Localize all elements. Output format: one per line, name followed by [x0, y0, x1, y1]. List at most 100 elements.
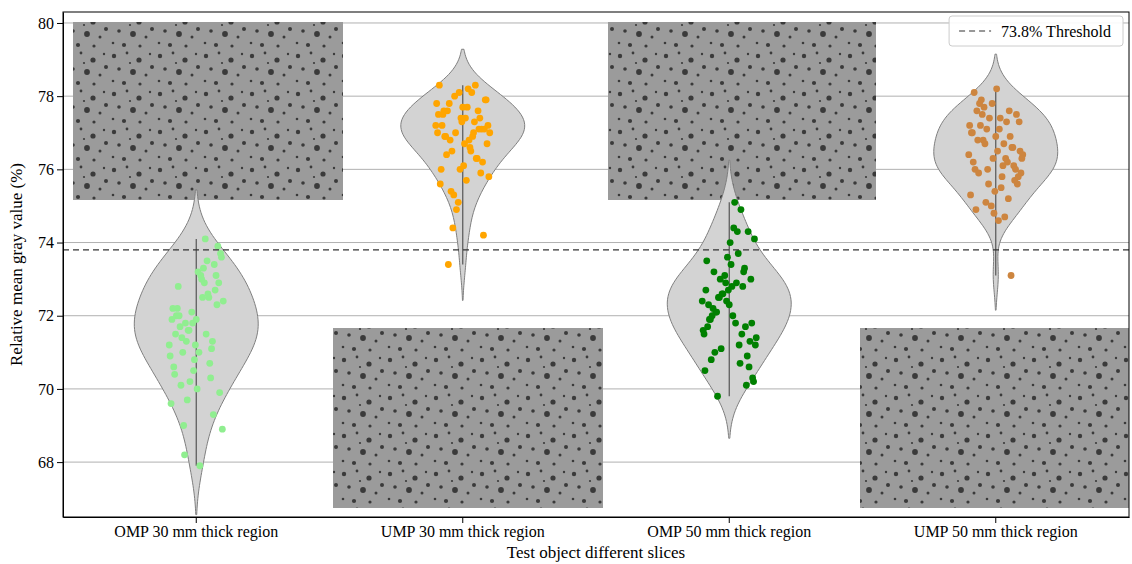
- point: [729, 283, 736, 290]
- point: [737, 360, 744, 367]
- x-tick-label: OMP 50 mm thick region: [647, 523, 811, 541]
- y-tick-label: 80: [38, 15, 54, 32]
- point: [986, 115, 993, 122]
- x-tick-label: UMP 50 mm thick region: [914, 523, 1078, 541]
- y-tick-mark: [57, 243, 63, 244]
- x-tick: UMP 30 mm thick region: [381, 517, 545, 541]
- point: [194, 386, 201, 393]
- point: [205, 294, 212, 301]
- point: [1015, 173, 1022, 180]
- point: [432, 122, 439, 129]
- point: [724, 254, 731, 261]
- point: [206, 360, 213, 367]
- point: [434, 129, 441, 136]
- point: [731, 199, 738, 206]
- point: [445, 261, 452, 268]
- point: [167, 353, 174, 360]
- point: [184, 396, 191, 403]
- point: [473, 155, 480, 162]
- point: [476, 126, 483, 133]
- y-tick: 74: [38, 234, 63, 251]
- micrograph: [860, 328, 1129, 508]
- point: [747, 276, 754, 283]
- violin-range: [995, 89, 996, 276]
- point: [213, 272, 220, 279]
- point: [989, 100, 996, 107]
- legend: 73.8% Threshold: [949, 16, 1123, 46]
- y-tick-mark: [57, 462, 63, 463]
- point: [191, 356, 198, 363]
- point: [1008, 272, 1015, 279]
- point: [977, 122, 984, 129]
- point: [738, 206, 745, 213]
- point: [729, 312, 736, 319]
- point: [180, 422, 187, 429]
- point: [709, 312, 716, 319]
- x-axis-title: Test object different slices: [507, 543, 685, 562]
- point: [978, 96, 985, 103]
- point: [965, 151, 972, 158]
- point: [168, 400, 175, 407]
- point: [743, 382, 750, 389]
- point: [450, 192, 457, 199]
- point: [718, 345, 725, 352]
- point: [455, 199, 462, 206]
- point: [441, 133, 448, 140]
- point: [433, 100, 440, 107]
- point: [751, 235, 758, 242]
- point: [970, 159, 977, 166]
- point: [1001, 214, 1008, 221]
- point: [193, 316, 200, 323]
- point: [717, 276, 724, 283]
- point: [482, 96, 489, 103]
- point: [219, 426, 226, 433]
- point: [1009, 144, 1016, 151]
- point: [187, 378, 194, 385]
- point: [462, 115, 469, 122]
- point: [750, 378, 757, 385]
- y-tick-mark: [57, 389, 63, 390]
- point: [984, 166, 991, 173]
- point: [216, 389, 223, 396]
- point: [746, 364, 753, 371]
- x-tick: OMP 30 mm thick region: [114, 517, 278, 541]
- violin: [667, 160, 791, 438]
- point: [485, 173, 492, 180]
- chart: 68707274767880OMP 30 mm thick regionUMP …: [0, 0, 1132, 564]
- point: [175, 283, 182, 290]
- x-tick-mark: [196, 517, 197, 523]
- point: [745, 228, 752, 235]
- point: [999, 173, 1006, 180]
- plot-frame: [63, 12, 1129, 517]
- point: [210, 411, 217, 418]
- point: [212, 287, 219, 294]
- point: [1000, 140, 1007, 147]
- point: [476, 115, 483, 122]
- point: [211, 261, 218, 268]
- point: [460, 162, 467, 169]
- point: [702, 367, 709, 374]
- point: [190, 367, 197, 374]
- point: [442, 133, 449, 140]
- point: [1009, 144, 1016, 151]
- point: [711, 268, 718, 275]
- point: [438, 166, 445, 173]
- point: [1016, 118, 1023, 125]
- point: [208, 345, 215, 352]
- point: [995, 217, 1002, 224]
- point: [207, 375, 214, 382]
- point: [449, 225, 456, 232]
- point: [990, 155, 997, 162]
- point: [196, 349, 203, 356]
- point: [748, 320, 755, 327]
- point: [705, 301, 712, 308]
- point: [1007, 133, 1014, 140]
- point: [179, 349, 186, 356]
- point: [467, 144, 474, 151]
- point: [719, 290, 726, 297]
- point: [736, 342, 743, 349]
- legend-box: [949, 16, 1123, 46]
- point: [993, 85, 1000, 92]
- point: [966, 122, 973, 129]
- x-tick-mark: [995, 517, 996, 523]
